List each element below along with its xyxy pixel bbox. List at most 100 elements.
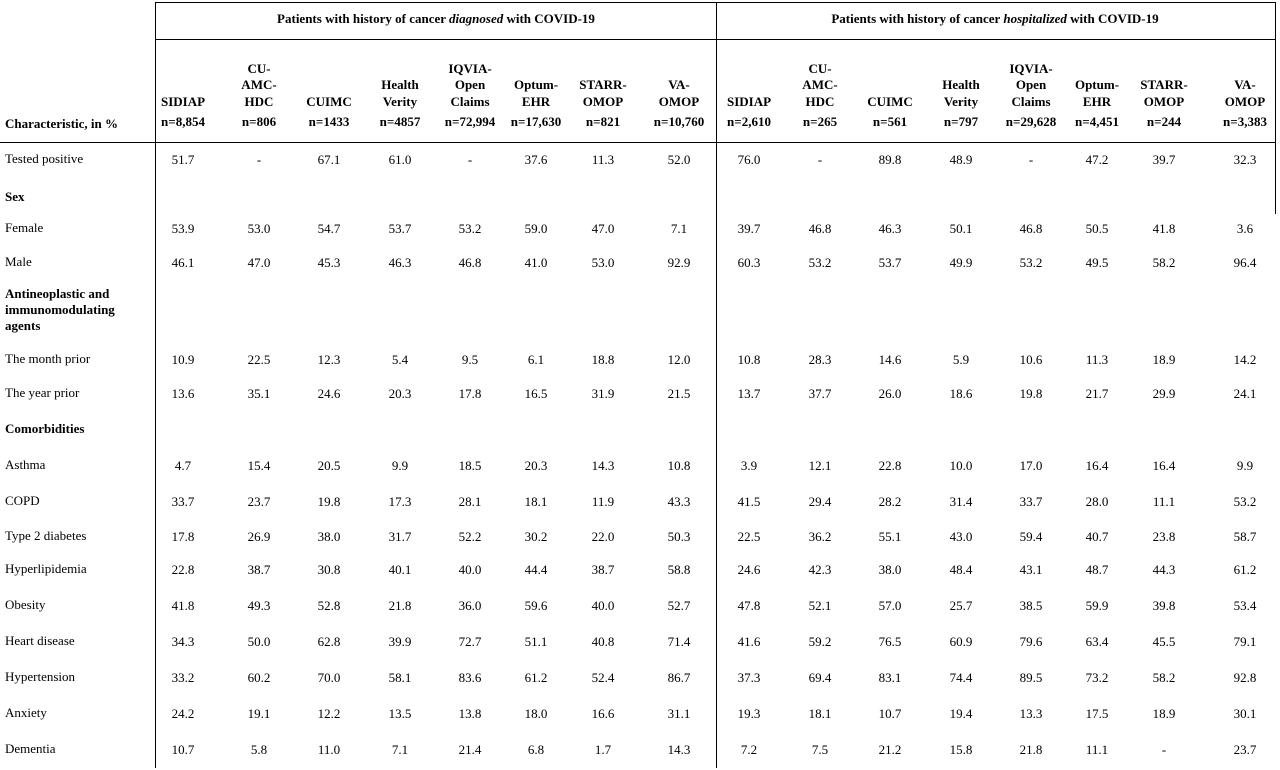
row-label: Dementia (5, 741, 56, 756)
table-cell: 49.9 (949, 255, 973, 270)
table-cell: 38.5 (1019, 598, 1043, 613)
table-cell: - (1028, 152, 1034, 167)
table-cell: 22.0 (591, 529, 615, 544)
table-cell: 9.9 (391, 458, 409, 473)
table-cell: 28.1 (458, 494, 482, 509)
table-cell: 50.1 (949, 221, 973, 236)
table-cell: 12.3 (317, 352, 341, 367)
table-cell: 10.6 (1019, 352, 1043, 367)
section-header: Sex (5, 189, 25, 204)
table-cell: 21.4 (458, 742, 482, 757)
table-cell: 10.8 (667, 458, 691, 473)
group-title-diagnosed-suffix: with COVID-19 (503, 11, 595, 26)
table-cell: 28.2 (878, 494, 902, 509)
section-header: Antineoplastic and immunomodulating agen… (5, 286, 115, 333)
row-label: Hypertension (5, 669, 76, 684)
table-cell: 10.7 (878, 706, 902, 721)
table-cell: 29.9 (1152, 386, 1176, 401)
column-header-name: STARR- OMOP (579, 77, 627, 109)
column-header-n: n=4,451 (1075, 114, 1119, 129)
table-cell: 71.4 (667, 634, 691, 649)
table-cell: 39.8 (1152, 598, 1176, 613)
table-cell: 19.1 (247, 706, 271, 721)
table-cell: - (1161, 742, 1167, 757)
table-cell: 41.0 (524, 255, 548, 270)
table-cell: 53.9 (171, 221, 195, 236)
table-cell: 52.2 (458, 529, 482, 544)
column-header-n: n=17,630 (510, 114, 562, 129)
column-header-name: Health Verity (381, 77, 419, 109)
table-cell: 70.0 (317, 670, 341, 685)
group-title-diagnosed: Patients with history of cancer diagnose… (277, 11, 595, 27)
table-cell: 33.7 (1019, 494, 1043, 509)
table-cell: 53.2 (808, 255, 832, 270)
column-header-n: n=244 (1146, 114, 1182, 129)
table-cell: 59.2 (808, 634, 832, 649)
group-title-hospitalized-suffix: with COVID-19 (1066, 11, 1159, 26)
table-cell: 79.6 (1019, 634, 1043, 649)
table-cell: 19.8 (1019, 386, 1043, 401)
table-cell: 37.7 (808, 386, 832, 401)
table-cell: 16.6 (591, 706, 615, 721)
table-cell: 26.9 (247, 529, 271, 544)
table-cell: 43.0 (949, 529, 973, 544)
table-cell: 22.5 (247, 352, 271, 367)
column-header-n: n=265 (802, 114, 838, 129)
table-cell: 5.8 (250, 742, 268, 757)
column-header-n: n=2,610 (727, 114, 771, 129)
table-cell: 41.6 (737, 634, 761, 649)
row-label: Obesity (5, 597, 46, 612)
table-cell: 18.9 (1152, 352, 1176, 367)
table-cell: 38.0 (317, 529, 341, 544)
table-cell: 41.8 (171, 598, 195, 613)
table-cell: 11.1 (1152, 494, 1176, 509)
table-cell: 92.9 (667, 255, 691, 270)
column-header-name: VA- OMOP (658, 77, 700, 109)
column-header-n: n=29,628 (1005, 114, 1057, 129)
table-cell: 18.0 (524, 706, 548, 721)
table-cell: 14.3 (667, 742, 691, 757)
column-header-name: Optum- EHR (1074, 77, 1120, 109)
table-cell: 47.2 (1085, 152, 1109, 167)
table-cell: 45.3 (317, 255, 341, 270)
row-label: Male (5, 254, 32, 269)
row-label: Heart disease (5, 633, 75, 648)
table-cell: 9.9 (1236, 458, 1254, 473)
table-cell: 60.2 (247, 670, 271, 685)
table-cell: 40.1 (388, 562, 412, 577)
table-cell: 22.5 (737, 529, 761, 544)
row-label: Hyperlipidemia (5, 561, 87, 576)
table-cell: 7.2 (740, 742, 758, 757)
table-cell: 53.2 (458, 221, 482, 236)
table-cell: 48.9 (949, 152, 973, 167)
table-cell: - (256, 152, 262, 167)
table-cell: 44.4 (524, 562, 548, 577)
table-cell: 13.3 (1019, 706, 1043, 721)
table-cell: 22.8 (171, 562, 195, 577)
table-cell: 76.5 (878, 634, 902, 649)
column-header-n: n=10,760 (653, 114, 705, 129)
table-cell: 13.5 (388, 706, 412, 721)
table-cell: 18.8 (591, 352, 615, 367)
table-cell: 39.7 (1152, 152, 1176, 167)
table-cell: 46.3 (388, 255, 412, 270)
table-cell: 36.2 (808, 529, 832, 544)
table-cell: 10.9 (171, 352, 195, 367)
table-cell: 69.4 (808, 670, 832, 685)
table-cell: 30.1 (1233, 706, 1257, 721)
table-cell: 73.2 (1085, 670, 1109, 685)
table-cell: 51.1 (524, 634, 548, 649)
table-cell: 86.7 (667, 670, 691, 685)
table-cell: 76.0 (737, 152, 761, 167)
table-cell: 79.1 (1233, 634, 1257, 649)
column-header-n: n=8,854 (161, 114, 205, 129)
table-cell: 11.9 (591, 494, 615, 509)
table-cell: 43.1 (1019, 562, 1043, 577)
table-cell: 12.1 (808, 458, 832, 473)
table-cell: 11.3 (591, 152, 615, 167)
table-cell: 31.9 (591, 386, 615, 401)
table-cell: 83.6 (458, 670, 482, 685)
table-cell: 21.7 (1085, 386, 1109, 401)
table-cell: 45.5 (1152, 634, 1176, 649)
table-cell: 12.2 (317, 706, 341, 721)
